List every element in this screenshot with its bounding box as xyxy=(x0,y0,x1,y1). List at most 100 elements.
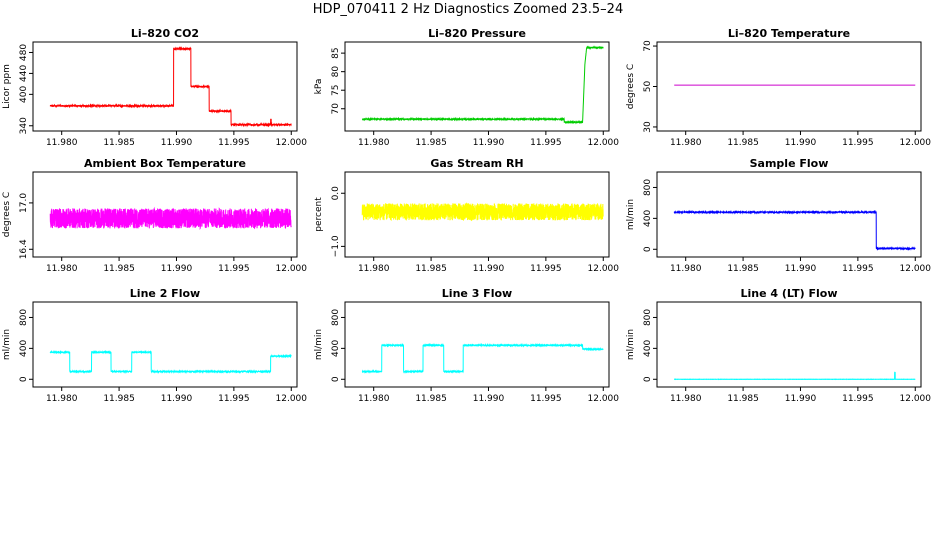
plot-frame xyxy=(656,171,922,258)
x-tick-label: 11.990 xyxy=(161,138,193,148)
chart-panel-1: Li–820 CO2 11.980 11.985 11.990 11.995 12.000… xyxy=(2,27,307,148)
plot-frame xyxy=(344,171,610,258)
y-tick-label: 30 xyxy=(643,121,653,133)
x-tick-label: 11.985 xyxy=(415,264,447,274)
x-tick-label: 11.985 xyxy=(727,138,759,148)
series-line xyxy=(673,371,916,381)
y-tick-label: 50 xyxy=(643,81,653,93)
chart-panel-4: Ambient Box Temperature 11.980 11.985 11.99… xyxy=(2,157,307,274)
plot-frame xyxy=(344,301,610,388)
x-tick-label: 11.985 xyxy=(103,264,135,274)
y-tick-label: 440 xyxy=(19,65,29,82)
y-axis-label: ml/min xyxy=(626,199,636,230)
x-tick-label: 11.990 xyxy=(473,264,505,274)
x-tick-label: 11.995 xyxy=(842,138,874,148)
panel-grid: Li–820 CO2 11.980 11.985 11.990 11.995 12.000… xyxy=(2,27,931,404)
panel-title: Line 3 Flow xyxy=(442,287,512,300)
chart-panel-9: Line 4 (LT) Flow 11.980 11.985 11.990 11.995… xyxy=(626,287,931,404)
y-tick-label: 480 xyxy=(19,44,29,61)
panel-title: Li–820 CO2 xyxy=(131,27,199,40)
y-tick-label: 70 xyxy=(643,40,653,52)
panel-title: Line 2 Flow xyxy=(130,287,200,300)
y-tick-label: 85 xyxy=(331,47,341,58)
x-tick-label: 11.980 xyxy=(46,264,78,274)
x-tick-label: 12.000 xyxy=(588,394,620,404)
x-tick-label: 11.980 xyxy=(670,394,702,404)
panel-title: Gas Stream RH xyxy=(430,157,523,170)
series-line xyxy=(49,206,292,230)
x-tick-label: 11.980 xyxy=(46,394,78,404)
y-tick-label: 0 xyxy=(19,376,29,382)
x-tick-label: 11.985 xyxy=(727,394,759,404)
x-tick-label: 11.980 xyxy=(46,138,78,148)
x-tick-label: 11.985 xyxy=(415,394,447,404)
plot-frame xyxy=(32,171,298,258)
y-tick-label: 800 xyxy=(331,309,341,326)
series-line xyxy=(673,209,916,251)
chart-panel-3: Li–820 Temperature 11.980 11.985 11.990 11.9… xyxy=(626,27,931,148)
y-tick-label: 0 xyxy=(643,246,653,252)
y-tick-label: 0 xyxy=(331,376,341,382)
y-tick-label: 400 xyxy=(643,210,653,227)
y-tick-label: 400 xyxy=(19,85,29,102)
panel-title: Ambient Box Temperature xyxy=(84,157,246,170)
panel-title: Li–820 Pressure xyxy=(428,27,526,40)
x-tick-label: 12.000 xyxy=(588,264,620,274)
panel-title: Li–820 Temperature xyxy=(728,27,850,40)
x-tick-label: 11.995 xyxy=(218,138,250,148)
y-axis-label: Licor ppm xyxy=(2,64,12,109)
x-tick-label: 11.990 xyxy=(473,138,505,148)
figure-title: HDP_070411 2 Hz Diagnostics Zoomed 23.5–… xyxy=(313,2,623,17)
x-tick-label: 11.995 xyxy=(530,394,562,404)
x-tick-label: 12.000 xyxy=(900,264,932,274)
y-tick-label: 0 xyxy=(643,376,653,382)
x-tick-label: 11.980 xyxy=(670,138,702,148)
y-tick-label: 17.0 xyxy=(19,193,29,213)
panel-title: Line 4 (LT) Flow xyxy=(741,287,838,300)
x-tick-label: 11.985 xyxy=(103,394,135,404)
x-tick-label: 11.980 xyxy=(670,264,702,274)
x-tick-label: 12.000 xyxy=(900,394,932,404)
plot-frame xyxy=(32,301,298,388)
y-tick-label: 800 xyxy=(643,179,653,196)
y-tick-label: 340 xyxy=(19,117,29,134)
x-tick-label: 11.985 xyxy=(103,138,135,148)
y-tick-label: 400 xyxy=(643,340,653,357)
x-tick-label: 12.000 xyxy=(276,138,308,148)
y-axis-label: ml/min xyxy=(314,329,324,360)
x-tick-label: 11.990 xyxy=(785,264,817,274)
y-axis-label: percent xyxy=(314,197,324,232)
series-line xyxy=(361,45,604,125)
x-tick-label: 11.980 xyxy=(358,264,390,274)
y-tick-label: 70 xyxy=(331,103,341,115)
x-tick-label: 12.000 xyxy=(588,138,620,148)
x-tick-label: 11.990 xyxy=(161,394,193,404)
y-tick-label: 75 xyxy=(331,84,341,95)
y-tick-label: −1.0 xyxy=(331,235,341,257)
x-tick-label: 11.990 xyxy=(785,138,817,148)
series-line xyxy=(49,349,292,374)
x-tick-label: 11.995 xyxy=(842,394,874,404)
y-tick-label: 800 xyxy=(19,309,29,326)
y-tick-label: 80 xyxy=(331,66,341,78)
x-tick-label: 11.985 xyxy=(415,138,447,148)
plot-frame xyxy=(656,301,922,388)
y-tick-label: 400 xyxy=(19,340,29,357)
x-tick-label: 11.995 xyxy=(218,264,250,274)
series-line xyxy=(361,342,604,374)
x-tick-label: 11.980 xyxy=(358,394,390,404)
chart-panel-5: Gas Stream RH 11.980 11.985 11.990 11.995 12.… xyxy=(314,157,619,274)
x-tick-label: 11.990 xyxy=(473,394,505,404)
x-tick-label: 11.990 xyxy=(161,264,193,274)
x-tick-label: 12.000 xyxy=(276,264,308,274)
chart-panel-2: Li–820 Pressure 11.980 11.985 11.990 11.995 1… xyxy=(314,27,619,148)
x-tick-label: 11.990 xyxy=(785,394,817,404)
x-tick-label: 11.980 xyxy=(358,138,390,148)
panel-title: Sample Flow xyxy=(750,157,829,170)
y-tick-label: 800 xyxy=(643,309,653,326)
chart-panel-6: Sample Flow 11.980 11.985 11.990 11.995 12.00… xyxy=(626,157,931,274)
series-line xyxy=(361,202,604,222)
y-axis-label: ml/min xyxy=(2,329,12,360)
plot-frame xyxy=(32,41,298,132)
